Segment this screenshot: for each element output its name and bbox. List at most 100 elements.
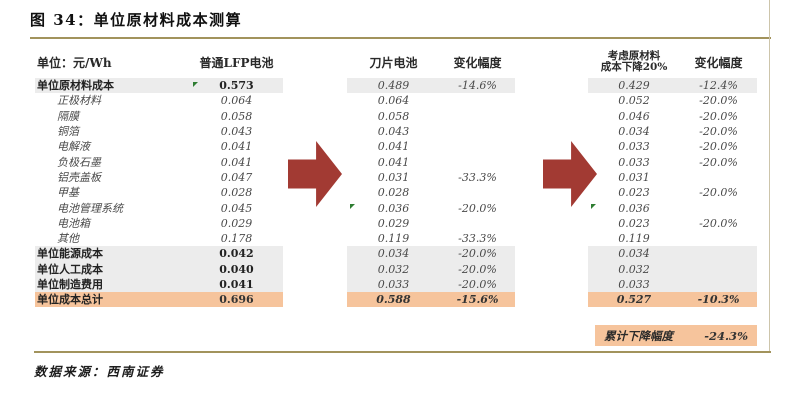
cumulative-decline-value: -24.3% (704, 328, 748, 343)
cell-change-1 (440, 139, 515, 154)
change-1-value: -20.0% (458, 247, 497, 261)
reduced-value: 0.033 (618, 278, 650, 291)
row-label: 铜箔 (57, 125, 79, 139)
reduced-value: 0.031 (618, 170, 650, 184)
cell-change-2 (680, 231, 757, 246)
gap-cell (515, 246, 588, 261)
gap-cell (515, 109, 588, 124)
header-gap-1 (283, 46, 347, 78)
reduced-value: 0.036 (618, 201, 650, 215)
cell-lfp-value: 0.047 (190, 170, 283, 185)
change-2-value: -20.0% (699, 94, 738, 108)
row-label: 单位制造费用 (37, 278, 103, 291)
cell-reduced-value: 0.052 (588, 93, 680, 108)
change-2-value: -20.0% (699, 109, 738, 123)
cell-reduced-value: 0.527 (588, 292, 680, 308)
cell-change-1: -14.6% (440, 78, 515, 94)
lfp-value: 0.041 (220, 140, 253, 154)
row-label: 甲基 (57, 186, 79, 200)
lfp-value: 0.042 (219, 247, 254, 261)
cell-change-1 (440, 185, 515, 200)
gap-cell (515, 292, 588, 307)
cell-change-1 (440, 109, 515, 124)
blade-value: 0.043 (377, 125, 410, 139)
cell-change-2 (680, 276, 757, 293)
gap-cell (283, 200, 347, 215)
blade-value: 0.034 (377, 247, 410, 261)
reduced-value: 0.119 (618, 232, 650, 246)
cell-blade-value: 0.034 (347, 246, 440, 262)
table-row: 单位人工成本 0.040 0.032 -20.0% 0.032 (35, 261, 757, 277)
lfp-value: 0.573 (219, 79, 254, 93)
header-change-2-label: 变化幅度 (694, 55, 743, 70)
table-body: 单位原材料成本 0.573 0.489 -14.6% 0.429 -12.4% … (35, 78, 757, 308)
cell-change-2 (680, 246, 757, 262)
cell-blade-value: 0.041 (347, 154, 440, 169)
change-2-value: -20.0% (699, 155, 738, 169)
row-label-cell: 隔膜 (35, 109, 190, 124)
cell-change-2: -20.0% (680, 139, 757, 154)
gap-cell (283, 277, 347, 292)
cell-lfp-value: 0.696 (190, 292, 283, 308)
row-label: 电池管理系统 (57, 201, 123, 215)
row-label: 电解液 (57, 140, 90, 154)
row-label: 单位成本总计 (37, 293, 103, 307)
table-row: 甲基 0.028 0.028 0.023 -20.0% (35, 185, 757, 200)
cell-change-2: -20.0% (680, 93, 757, 108)
cell-change-1 (440, 93, 515, 108)
table-row: 单位能源成本 0.042 0.034 -20.0% 0.034 (35, 246, 757, 262)
blade-value: 0.041 (377, 155, 410, 169)
lfp-value: 0.041 (219, 278, 254, 291)
cell-lfp-value: 0.045 (190, 200, 283, 215)
table-row: 单位制造费用 0.041 0.033 -20.0% 0.033 (35, 276, 757, 293)
right-border-line (769, 0, 770, 353)
gap-cell (283, 231, 347, 246)
reduced-value: 0.052 (618, 94, 650, 108)
cell-change-2 (680, 200, 757, 215)
reduced-value: 0.034 (618, 247, 650, 261)
cell-blade-value: 0.036 (347, 200, 440, 215)
change-2-value: -20.0% (699, 186, 738, 200)
cell-lfp-value: 0.064 (190, 93, 283, 108)
header-change-1-label: 变化幅度 (453, 55, 502, 70)
row-label: 单位人工成本 (37, 262, 103, 276)
change-1-value: -20.0% (458, 201, 497, 215)
blade-value: 0.028 (377, 186, 410, 200)
header-reduced-line2: 成本下降20% (600, 61, 668, 73)
row-label-cell: 铜箔 (35, 124, 190, 139)
gap-cell (515, 78, 588, 93)
row-label-cell: 其他 (35, 231, 190, 246)
cell-change-1 (440, 124, 515, 139)
cumulative-decline-row: 累计下降幅度 -24.3% (595, 325, 757, 346)
lfp-value: 0.045 (220, 201, 253, 215)
lfp-value: 0.029 (220, 216, 253, 230)
reduced-value: 0.033 (618, 155, 650, 169)
gap-cell (283, 93, 347, 108)
header-gap-2 (515, 46, 588, 78)
lfp-value: 0.696 (219, 293, 254, 307)
cell-blade-value: 0.043 (347, 124, 440, 139)
lfp-value: 0.064 (220, 94, 253, 108)
cell-blade-value: 0.064 (347, 93, 440, 108)
cell-lfp-value: 0.041 (190, 139, 283, 154)
header-lfp: 普通LFP电池 (190, 46, 283, 78)
blade-value: 0.033 (377, 278, 410, 291)
table-row: 其他 0.178 0.119 -33.3% 0.119 (35, 231, 757, 246)
cell-change-1: -33.3% (440, 170, 515, 185)
row-label-cell: 单位人工成本 (35, 261, 190, 277)
cell-reduced-value: 0.032 (588, 261, 680, 277)
lfp-value: 0.041 (220, 155, 253, 169)
cell-reduced-value: 0.034 (588, 246, 680, 262)
blade-value: 0.489 (377, 79, 410, 93)
cell-reduced-value: 0.023 (588, 216, 680, 231)
gap-cell (283, 246, 347, 261)
blade-value: 0.058 (377, 109, 410, 123)
header-reduced-label: 考虑原材料 成本下降20% (588, 50, 680, 74)
lfp-value: 0.040 (219, 262, 254, 276)
row-label: 单位原材料成本 (37, 79, 114, 93)
reduced-value: 0.032 (618, 262, 650, 276)
cell-reduced-value: 0.023 (588, 185, 680, 200)
blade-value: 0.032 (377, 262, 410, 276)
reduced-value: 0.034 (618, 125, 650, 139)
